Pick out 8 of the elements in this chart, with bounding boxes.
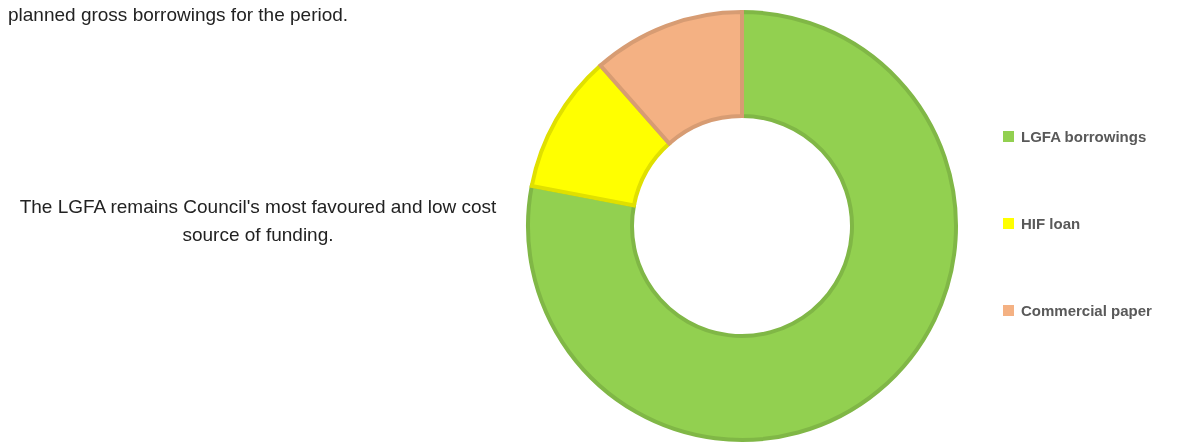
legend-label: Commercial paper [1021,302,1152,319]
text: planned gross borrowings for the period. [8,4,349,26]
donut-slice [529,63,672,208]
donut-slice [526,10,958,442]
donut-slice [598,10,744,146]
legend-label: HIF loan [1021,215,1081,232]
text: The LGFA remains Council's most favoured and low cost source of funding. [18,195,498,247]
legend-label: LGFA borrowings [1021,128,1147,145]
